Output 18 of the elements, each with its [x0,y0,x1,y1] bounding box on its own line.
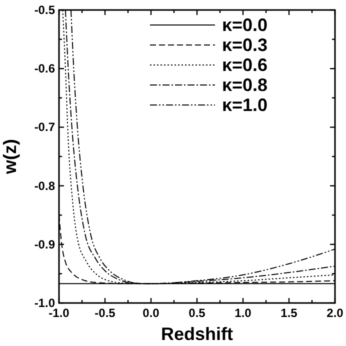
legend-label: κ=1.0 [222,95,268,115]
x-tick-label: 0.0 [142,306,160,320]
x-tick-label: 1.0 [234,306,252,320]
y-tick-label: -0.6 [34,62,56,76]
legend-label: κ=0.8 [222,75,268,95]
x-axis-title: Redshift [161,324,234,344]
x-tick-label: 0.5 [188,306,206,320]
legend-label: κ=0.6 [222,55,268,75]
y-tick-label: -0.8 [34,178,56,193]
y-axis-title: w(z) [0,139,20,175]
x-tick-label: 1.5 [280,306,298,320]
legend-label: κ=0.3 [222,35,268,55]
legend-label: κ=0.0 [222,15,268,35]
y-tick-label: -0.7 [34,120,56,134]
x-tick-label: 2.0 [326,306,344,320]
x-tick-label: -0.5 [94,306,116,320]
y-tick-label: -0.9 [34,237,56,252]
y-tick-label: -0.5 [34,3,56,17]
